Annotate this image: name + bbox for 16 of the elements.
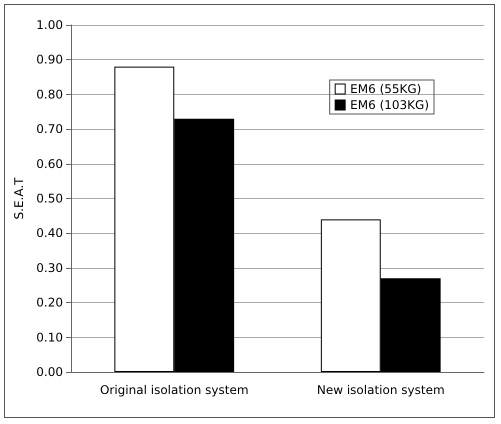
y-tick-label: 0.70: [36, 122, 63, 136]
y-tick-label: 0.50: [36, 192, 63, 206]
x-tick-label: New isolation system: [316, 383, 445, 397]
x-tick-label: Original isolation system: [100, 383, 249, 397]
y-tick-label: 0.30: [36, 260, 63, 275]
y-tick-label: 0.90: [36, 52, 63, 67]
legend-label: EM6 (103KG): [350, 98, 430, 112]
y-tick-label: 0.00: [36, 365, 63, 379]
y-tick-label: 0.60: [36, 156, 63, 171]
y-tick-label: 0.10: [36, 330, 63, 344]
y-tick-label: 0.40: [36, 226, 63, 240]
y-tick-label: 0.20: [36, 296, 63, 310]
y-tick-label: 0.80: [36, 87, 63, 102]
y-tick-label: 1.00: [36, 18, 63, 32]
y-axis-title: S.E.A.T: [12, 176, 26, 220]
legend-label: EM6 (55KG): [350, 82, 422, 96]
